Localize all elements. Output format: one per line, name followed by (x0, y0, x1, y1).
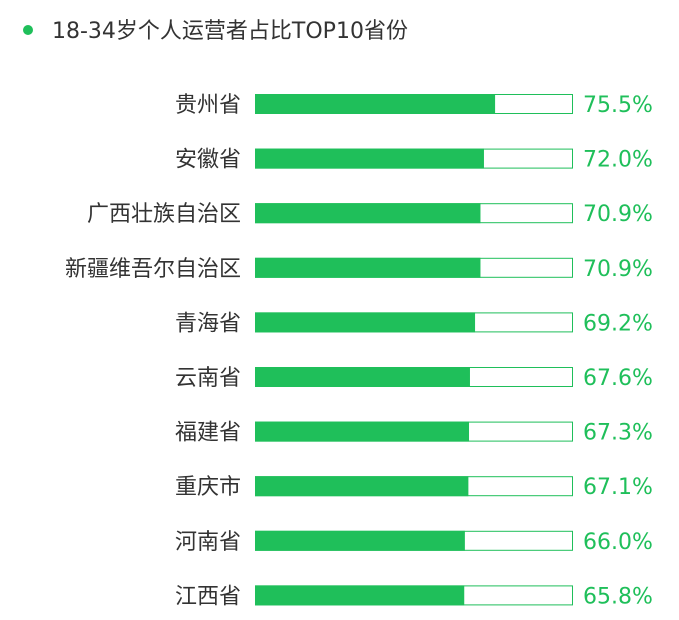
bar (255, 94, 496, 114)
data-label: 66.0% (583, 530, 653, 555)
category-label: 青海省 (175, 311, 241, 336)
bar (255, 476, 469, 497)
bar (255, 203, 481, 224)
bar-row: 新疆维吾尔自治区 70.9% (65, 257, 653, 282)
bar-row: 广西壮族自治区 70.9% (87, 202, 653, 227)
category-label: 新疆维吾尔自治区 (65, 257, 241, 282)
data-label: 67.3% (583, 421, 653, 446)
bar (255, 530, 465, 551)
title-bullet-dot (23, 25, 33, 35)
bar (255, 312, 476, 333)
data-label: 69.2% (583, 311, 653, 336)
bar-row: 青海省 69.2% (175, 311, 653, 336)
category-label: 贵州省 (175, 93, 241, 118)
bar (255, 421, 470, 442)
bar-row: 云南省 67.6% (175, 366, 653, 391)
bar (255, 585, 465, 606)
bar-row: 重庆市 67.1% (175, 475, 653, 500)
bar-row: 贵州省 75.5% (175, 93, 653, 118)
data-label: 72.0% (583, 148, 653, 173)
category-label: 广西壮族自治区 (87, 202, 241, 227)
category-label: 江西省 (175, 584, 241, 609)
data-label: 67.6% (583, 366, 653, 391)
data-label: 70.9% (583, 202, 653, 227)
data-label: 65.8% (583, 584, 653, 609)
category-label: 云南省 (175, 366, 241, 391)
bar (255, 148, 484, 169)
data-label: 67.1% (583, 475, 653, 500)
category-label: 河南省 (175, 530, 241, 555)
bar-row: 江西省 65.8% (175, 584, 653, 609)
category-label: 重庆市 (175, 475, 241, 500)
bar (255, 257, 481, 278)
bar-row: 福建省 67.3% (175, 421, 653, 446)
chart-title: 18-34岁个人运营者占比TOP10省份 (52, 19, 408, 44)
category-label: 安徽省 (175, 148, 241, 173)
bar (255, 367, 470, 387)
category-label: 福建省 (175, 421, 241, 446)
data-label: 75.5% (583, 93, 653, 118)
bar-row: 安徽省 72.0% (175, 148, 653, 173)
data-label: 70.9% (583, 257, 653, 282)
bars-layer: 贵州省 75.5% 安徽省 72.0% 广西壮族自治区 70.9% 新疆维吾尔自治区 70.9… (65, 93, 653, 609)
bar-row: 河南省 66.0% (175, 530, 653, 555)
